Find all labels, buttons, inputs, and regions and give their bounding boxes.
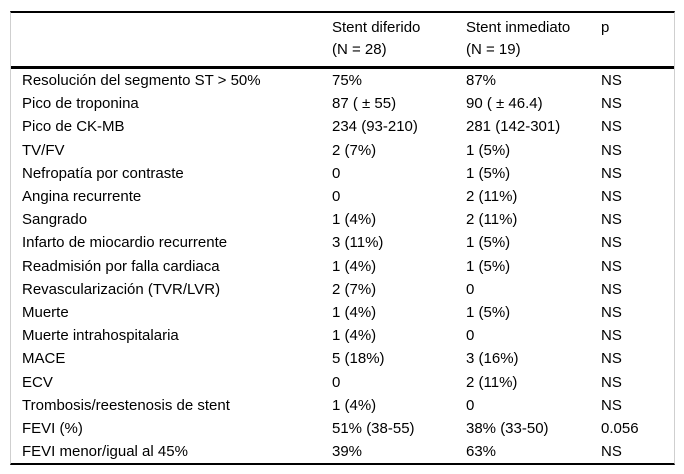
row-label: Trombosis/reestenosis de stent [22, 396, 230, 414]
cell-stent-inmediato: 0 [466, 327, 475, 345]
cell-stent-inmediato: 1 (5%) [466, 257, 511, 275]
table-row: Muerte 1 (4%) 1 (5%) NS [11, 301, 674, 324]
cell-stent-diferido: 0 [332, 164, 341, 182]
cell-p-value: NS [601, 304, 622, 322]
cell-stent-inmediato: 87% [466, 72, 497, 89]
row-label: Resolución del segmento ST > 50% [22, 72, 261, 89]
cell-p-value: NS [601, 350, 622, 368]
row-label: MACE [22, 350, 66, 368]
cell-p-value: NS [601, 234, 622, 252]
table-row: Sangrado 1 (4%) 2 (11%) NS [11, 208, 674, 231]
cell-stent-inmediato: 1 (5%) [466, 234, 511, 252]
cell-stent-diferido: 1 (4%) [332, 327, 377, 345]
cell-p-value: NS [601, 373, 622, 391]
row-label: TV/FV [22, 141, 65, 159]
row-label: Pico de troponina [22, 95, 139, 113]
cell-stent-inmediato: 63% [466, 443, 497, 461]
header-stent-diferido-n: (N = 28) [332, 41, 387, 58]
row-label: Infarto de miocardio recurrente [22, 234, 228, 252]
cell-stent-diferido: 0 [332, 188, 341, 206]
results-table: Stent diferido (N = 28) Stent inmediato … [11, 13, 674, 463]
cell-stent-diferido: 1 (4%) [332, 257, 377, 275]
table-row: Pico de troponina 87 ( ± 55) 90 ( ± 46.4) N… [11, 92, 674, 115]
table-body: Resolución del segmento ST > 50% 75% 87% NS… [11, 68, 674, 464]
row-label: Sangrado [22, 211, 88, 229]
cell-p-value: NS [601, 72, 622, 89]
cell-stent-inmediato: 2 (11%) [466, 373, 518, 391]
table-row: ECV 0 2 (11%) NS [11, 371, 674, 394]
header-stent-diferido: Stent diferido (N = 28) [321, 13, 455, 68]
cell-stent-diferido: 1 (4%) [332, 211, 377, 229]
table-row: Muerte intrahospitalaria 1 (4%) 0 NS [11, 324, 674, 347]
table-row: Pico de CK-MB 234 (93-210) 281 (142-301) NS [11, 115, 674, 138]
header-stent-inmediato-name: Stent inmediato [466, 19, 571, 36]
row-label: Readmisión por falla cardiaca [22, 257, 220, 275]
cell-stent-diferido: 3 (11%) [332, 234, 384, 252]
cell-stent-inmediato: 38% (33-50) [466, 420, 549, 438]
table-row: Readmisión por falla cardiaca 1 (4%) 1 (5%… [11, 255, 674, 278]
cell-p-value: NS [601, 188, 622, 206]
cell-stent-diferido: 0 [332, 373, 341, 391]
table-header-row: Stent diferido (N = 28) Stent inmediato … [11, 13, 674, 68]
cell-stent-inmediato: 2 (11%) [466, 211, 518, 229]
cell-stent-diferido: 2 (7%) [332, 141, 377, 159]
cell-stent-diferido: 75% [332, 72, 363, 89]
cell-p-value: NS [601, 211, 622, 229]
cell-p-value: NS [601, 118, 622, 136]
table-row: Angina recurrente 0 2 (11%) NS [11, 185, 674, 208]
row-label: Muerte [22, 304, 69, 322]
cell-stent-diferido: 39% [332, 443, 363, 461]
table-row: Revascularización (TVR/LVR) 2 (7%) 0 NS [11, 278, 674, 301]
row-label: ECV [22, 373, 53, 391]
cell-p-value: 0.056 [601, 420, 639, 438]
cell-p-value: NS [601, 327, 622, 345]
cell-stent-diferido: 1 (4%) [332, 396, 377, 414]
table-row: MACE 5 (18%) 3 (16%) NS [11, 347, 674, 370]
row-label: FEVI menor/igual al 45% [22, 443, 188, 461]
row-label: Nefropatía por contraste [22, 164, 184, 182]
cell-stent-diferido: 1 (4%) [332, 304, 377, 322]
cell-p-value: NS [601, 95, 622, 113]
header-stent-inmediato-n: (N = 19) [466, 41, 521, 58]
cell-p-value: NS [601, 280, 622, 298]
cell-stent-inmediato: 90 ( ± 46.4) [466, 95, 543, 113]
cell-stent-diferido: 5 (18%) [332, 350, 385, 368]
cell-stent-inmediato: 281 (142-301) [466, 118, 561, 136]
table-row: FEVI menor/igual al 45% 39% 63% NS [11, 440, 674, 463]
cell-stent-inmediato: 3 (16%) [466, 350, 519, 368]
cell-p-value: NS [601, 396, 622, 414]
table-row: Resolución del segmento ST > 50% 75% 87% NS [11, 68, 674, 93]
header-stent-inmediato: Stent inmediato (N = 19) [455, 13, 590, 68]
table-row: Infarto de miocardio recurrente 3 (11%) 1 … [11, 231, 674, 254]
cell-stent-diferido: 51% (38-55) [332, 420, 415, 438]
results-table-frame: Stent diferido (N = 28) Stent inmediato … [10, 11, 675, 466]
cell-stent-inmediato: 1 (5%) [466, 164, 511, 182]
row-label: Revascularización (TVR/LVR) [22, 280, 221, 298]
header-p-value: p [601, 19, 610, 36]
header-empty-cell [11, 13, 321, 68]
row-label: Muerte intrahospitalaria [22, 327, 179, 345]
row-label: Angina recurrente [22, 188, 142, 206]
table-row: Nefropatía por contraste 0 1 (5%) NS [11, 162, 674, 185]
cell-stent-inmediato: 2 (11%) [466, 188, 518, 206]
row-label: Pico de CK-MB [22, 118, 125, 136]
cell-stent-inmediato: 0 [466, 396, 475, 414]
cell-stent-inmediato: 1 (5%) [466, 304, 511, 322]
table-row: TV/FV 2 (7%) 1 (5%) NS [11, 139, 674, 162]
header-stent-diferido-name: Stent diferido [332, 19, 421, 36]
cell-p-value: NS [601, 257, 622, 275]
cell-stent-diferido: 2 (7%) [332, 280, 377, 298]
cell-stent-inmediato: 0 [466, 280, 475, 298]
table-row: Trombosis/reestenosis de stent 1 (4%) 0 NS [11, 394, 674, 417]
cell-p-value: NS [601, 141, 622, 159]
cell-p-value: NS [601, 164, 622, 182]
row-label: FEVI (%) [22, 420, 83, 438]
table-row: FEVI (%) 51% (38-55) 38% (33-50) 0.056 [11, 417, 674, 440]
cell-stent-inmediato: 1 (5%) [466, 141, 511, 159]
cell-stent-diferido: 234 (93-210) [332, 118, 418, 136]
cell-stent-diferido: 87 ( ± 55) [332, 95, 397, 113]
cell-p-value: NS [601, 443, 622, 461]
